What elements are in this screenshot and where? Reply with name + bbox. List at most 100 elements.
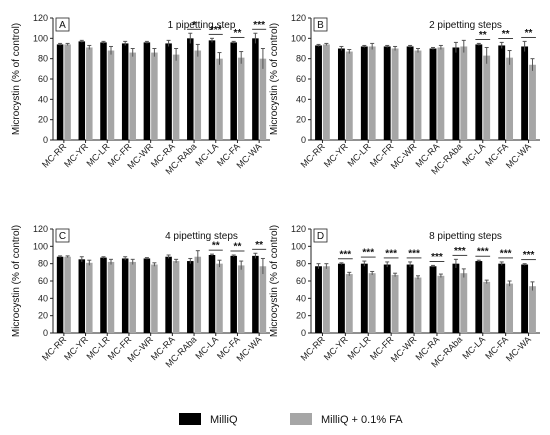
- x-tick-label: MC-LA: [460, 141, 487, 168]
- bar-milliq: [78, 41, 86, 141]
- significance-label: **: [255, 240, 263, 251]
- panel-letter: B: [317, 20, 324, 31]
- bar-milliq: [498, 45, 506, 141]
- panel-letter-box: [313, 228, 328, 243]
- y-tick-label: 120: [33, 13, 48, 23]
- bar-milliq-fa: [437, 47, 445, 140]
- bar-milliq-fa: [194, 256, 202, 333]
- bar-milliq-fa: [64, 256, 71, 333]
- bar-milliq: [521, 264, 529, 333]
- bar-milliq-fa: [345, 51, 353, 140]
- bar-milliq-fa: [368, 273, 376, 333]
- panel-letter-box: [55, 228, 70, 243]
- significance-label: **: [212, 241, 220, 252]
- bar-milliq-fa: [483, 55, 491, 140]
- bar-milliq: [337, 48, 345, 140]
- bar-milliq-fa: [345, 274, 353, 333]
- bar-milliq: [406, 46, 414, 140]
- y-tick-label: 80: [296, 259, 306, 269]
- legend-label-milliq-fa: MilliQ + 0.1% FA: [321, 414, 403, 426]
- y-tick-label: 100: [291, 241, 306, 251]
- x-tick-label: MC-RR: [299, 334, 328, 363]
- bar-milliq-fa: [237, 265, 245, 333]
- bar-milliq-fa: [237, 57, 245, 140]
- y-tick-label: 120: [291, 224, 306, 234]
- legend-swatch-milliq: [179, 413, 201, 425]
- y-axis-title: Microcystin (% of control): [269, 225, 280, 337]
- y-tick-label: 120: [33, 224, 48, 234]
- panel-title: 8 pipetting steps: [429, 231, 502, 242]
- bar-milliq: [230, 42, 237, 140]
- panel-title: 4 pipetting steps: [165, 231, 238, 242]
- bar-milliq-fa: [483, 281, 491, 333]
- panel-title: 2 pipetting steps: [429, 20, 502, 31]
- significance-label: ***: [210, 25, 222, 36]
- y-tick-label: 100: [33, 241, 48, 251]
- y-tick-label: 20: [38, 311, 48, 321]
- bar-milliq: [360, 263, 368, 333]
- bar-milliq: [252, 255, 259, 333]
- significance-label: ***: [385, 248, 397, 259]
- bar-milliq: [100, 257, 107, 333]
- legend-label-milliq: MilliQ: [210, 414, 238, 426]
- y-tick-label: 40: [296, 94, 306, 104]
- y-axis-title: Microcystin (% of control): [269, 23, 280, 135]
- bar-milliq-fa: [172, 261, 180, 333]
- bar-milliq: [78, 259, 86, 333]
- panel-letter: C: [59, 231, 66, 242]
- bar-milliq: [452, 47, 460, 140]
- y-tick-label: 20: [38, 115, 48, 125]
- y-tick-label: 80: [38, 54, 48, 64]
- bar-milliq: [165, 256, 172, 333]
- significance-label: **: [234, 28, 242, 39]
- bar-milliq: [208, 40, 216, 140]
- panel-letter: A: [59, 20, 66, 31]
- significance-label: ***: [523, 250, 535, 261]
- y-tick-label: 100: [33, 33, 48, 43]
- bar-milliq-fa: [107, 50, 115, 140]
- x-tick-label: MC-WR: [389, 141, 419, 171]
- y-tick-label: 60: [38, 74, 48, 84]
- bar-milliq: [360, 46, 368, 140]
- bar-milliq-fa: [194, 50, 202, 140]
- bar-milliq-fa: [506, 283, 514, 333]
- bar-milliq-fa: [414, 50, 422, 140]
- bar-milliq: [187, 38, 194, 141]
- x-tick-label: MC-LA: [460, 334, 487, 361]
- y-tick-label: 0: [301, 328, 306, 338]
- bar-milliq: [208, 255, 216, 333]
- x-tick-label: MC-RR: [299, 141, 328, 170]
- x-tick-label: MC-YR: [322, 141, 350, 169]
- bar-milliq: [429, 266, 437, 333]
- bar-milliq: [383, 264, 391, 333]
- significance-label: ***: [477, 247, 489, 258]
- bar-milliq-fa: [216, 58, 223, 140]
- bar-milliq-fa: [506, 57, 514, 140]
- y-tick-label: 80: [38, 259, 48, 269]
- chart-panel-d: 0 20 40 60 80 100 120 Microcystin (% of control…: [269, 224, 540, 369]
- significance-label: ***: [500, 248, 512, 259]
- significance-label: ***: [340, 249, 352, 260]
- panel-letter: D: [317, 231, 324, 242]
- x-tick-label: MC-WR: [389, 334, 419, 364]
- y-tick-label: 0: [43, 328, 48, 338]
- bar-milliq: [252, 38, 259, 141]
- bar-milliq: [56, 256, 64, 333]
- x-tick-label: MC-LR: [345, 141, 373, 169]
- y-tick-label: 0: [301, 135, 306, 145]
- chart-panel-c: 0 20 40 60 80 100 120 Microcystin (% of control…: [11, 224, 270, 369]
- x-tick-label: MC-LR: [345, 334, 373, 362]
- bar-milliq: [143, 258, 151, 333]
- bar-milliq-fa: [529, 64, 536, 140]
- panels: 0 20 40 60 80 100 120 Microcystin (% of control…: [11, 13, 540, 369]
- bar-milliq-fa: [259, 58, 267, 140]
- legend-swatch-milliq-fa: [290, 413, 312, 425]
- bar-milliq: [315, 266, 322, 333]
- bar-milliq-fa: [129, 52, 136, 140]
- chart-panel-b: 0 20 40 60 80 100 120 Microcystin (% of control…: [269, 13, 540, 176]
- significance-label: ***: [362, 248, 374, 259]
- significance-label: **: [479, 30, 487, 41]
- panel-letter-box: [55, 17, 70, 32]
- bar-milliq: [100, 42, 107, 140]
